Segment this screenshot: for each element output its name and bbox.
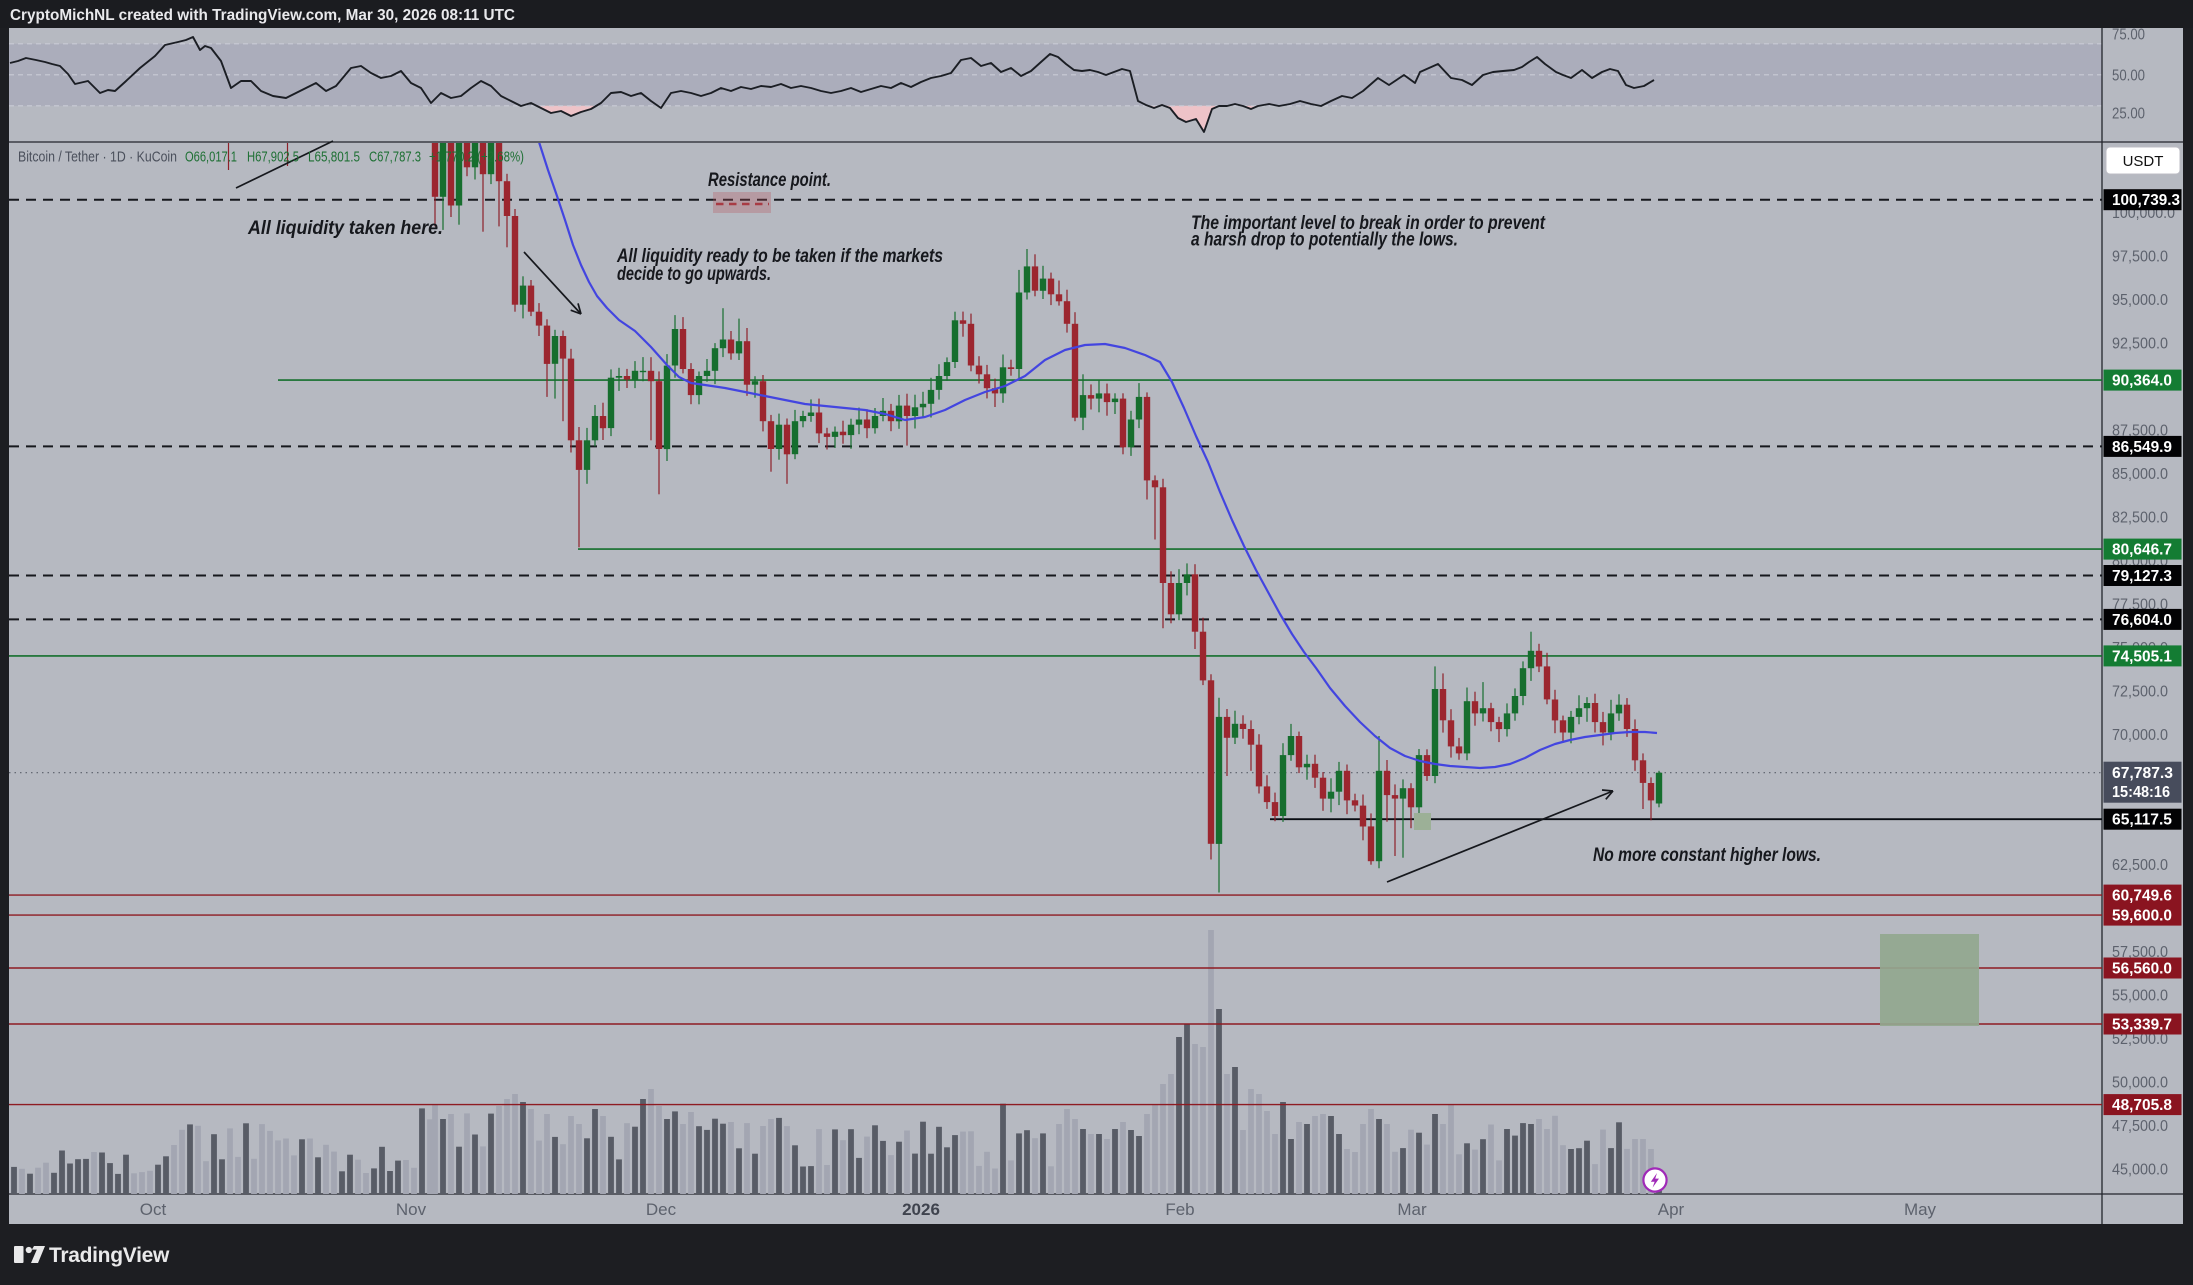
svg-text:45,000.0: 45,000.0 [2112,1162,2168,1179]
svg-text:Apr: Apr [1658,1200,1685,1219]
svg-text:47,500.0: 47,500.0 [2112,1118,2168,1135]
svg-text:The important level to break i: The important level to break in order to… [1191,213,1546,234]
svg-text:decide to go upwards.: decide to go upwards. [617,263,771,285]
svg-text:80,646.7: 80,646.7 [2112,542,2172,559]
svg-text:USDT: USDT [2123,153,2164,170]
svg-text:TradingView: TradingView [49,1244,170,1267]
svg-text:74,505.1: 74,505.1 [2112,648,2172,665]
svg-text:25.00: 25.00 [2112,106,2145,123]
svg-text:L65,801.5: L65,801.5 [308,150,360,166]
svg-text:86,549.9: 86,549.9 [2112,439,2172,456]
svg-text:All liquidity ready to be take: All liquidity ready to be taken if the m… [616,245,943,267]
svg-text:H67,902.5: H67,902.5 [247,150,299,166]
svg-text:Nov: Nov [396,1200,427,1219]
svg-text:55,000.0: 55,000.0 [2112,988,2168,1005]
svg-text:59,600.0: 59,600.0 [2112,908,2172,925]
svg-text:82,500.0: 82,500.0 [2112,509,2168,526]
svg-text:62,500.0: 62,500.0 [2112,857,2168,874]
svg-text:+1,770.2 (+2.68%): +1,770.2 (+2.68%) [429,150,524,166]
svg-text:50,000.0: 50,000.0 [2112,1075,2168,1092]
svg-text:52,500.0: 52,500.0 [2112,1031,2168,1048]
svg-text:No more constant higher lows.: No more constant higher lows. [1593,844,1821,866]
svg-text:Bitcoin / Tether · 1D · KuCoin: Bitcoin / Tether · 1D · KuCoin [18,150,177,166]
svg-text:65,117.5: 65,117.5 [2112,812,2172,829]
svg-text:70,000.0: 70,000.0 [2112,727,2168,744]
svg-text:85,000.0: 85,000.0 [2112,466,2168,483]
svg-text:C67,787.3: C67,787.3 [369,150,421,166]
svg-text:90,364.0: 90,364.0 [2112,373,2172,390]
svg-text:Feb: Feb [1165,1200,1194,1219]
svg-text:87,500.0: 87,500.0 [2112,422,2168,439]
svg-text:CryptoMichNL created with Trad: CryptoMichNL created with TradingView.co… [10,7,515,24]
svg-text:Oct: Oct [140,1200,167,1219]
svg-text:95,000.0: 95,000.0 [2112,292,2168,309]
svg-text:92,500.0: 92,500.0 [2112,336,2168,353]
svg-text:Resistance point.: Resistance point. [708,169,831,191]
svg-text:100,739.3: 100,739.3 [2112,192,2180,209]
svg-text:Mar: Mar [1397,1200,1427,1219]
svg-text:79,127.3: 79,127.3 [2112,568,2172,585]
svg-text:2026: 2026 [902,1200,940,1219]
svg-text:67,787.3: 67,787.3 [2112,765,2173,782]
svg-text:60,749.6: 60,749.6 [2112,888,2172,905]
svg-text:76,604.0: 76,604.0 [2112,612,2172,629]
svg-text:May: May [1904,1200,1937,1219]
svg-text:53,339.7: 53,339.7 [2112,1017,2172,1034]
svg-text:56,560.0: 56,560.0 [2112,961,2172,978]
svg-text:48,705.8: 48,705.8 [2112,1097,2172,1114]
svg-text:Dec: Dec [646,1200,677,1219]
svg-text:57,500.0: 57,500.0 [2112,944,2168,961]
svg-text:a harsh drop to potentially th: a harsh drop to potentially the lows. [1191,230,1458,251]
svg-text:50.00: 50.00 [2112,68,2145,85]
svg-text:O66,017.1: O66,017.1 [185,150,237,166]
svg-text:75.00: 75.00 [2112,27,2145,44]
svg-text:15:48:16: 15:48:16 [2112,784,2170,801]
svg-text:72,500.0: 72,500.0 [2112,683,2168,700]
svg-text:97,500.0: 97,500.0 [2112,249,2168,266]
svg-text:All liquidity taken here.: All liquidity taken here. [247,217,443,239]
